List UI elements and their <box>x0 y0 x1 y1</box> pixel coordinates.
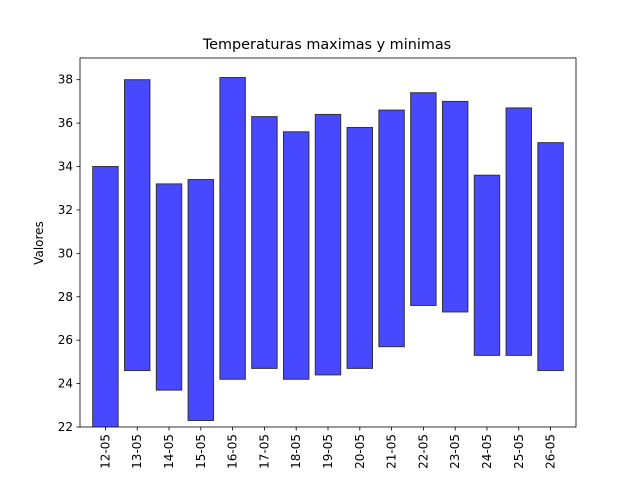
x-tick-label-16-05: 16-05 <box>226 434 240 469</box>
bar-17-05 <box>251 116 278 369</box>
y-tick-label-22: 22 <box>58 420 73 434</box>
x-tick-label-13-05: 13-05 <box>130 434 144 469</box>
bar-26-05 <box>537 142 564 372</box>
y-axis-label: Valores <box>32 221 46 265</box>
x-tick-label-26-05: 26-05 <box>544 434 558 469</box>
y-tick-label-26: 26 <box>58 333 73 347</box>
bar-25-05 <box>505 107 532 356</box>
x-tick-label-15-05: 15-05 <box>194 434 208 469</box>
x-tick-label-17-05: 17-05 <box>257 434 271 469</box>
y-tick-label-30: 30 <box>58 246 73 260</box>
bars-layer <box>92 77 564 427</box>
bar-18-05 <box>282 131 310 380</box>
bar-19-05 <box>314 113 342 376</box>
bar-20-05 <box>346 126 374 369</box>
bar-13-05 <box>124 79 151 372</box>
x-tick-label-18-05: 18-05 <box>289 434 303 469</box>
bar-15-05 <box>187 179 215 421</box>
chart-title: Temperaturas maximas y minimas <box>202 37 451 53</box>
bar-23-05 <box>441 100 469 313</box>
y-tick-label-24: 24 <box>58 377 73 391</box>
x-tick-label-24-05: 24-05 <box>480 434 494 469</box>
x-tick-label-12-05: 12-05 <box>98 434 112 469</box>
y-tick-label-36: 36 <box>58 116 73 130</box>
y-tick-label-32: 32 <box>58 203 73 217</box>
ticks-layer: 22 24 26 28 30 32 34 36 38 12-05 13-05 14-05 15-05 16… <box>58 73 558 469</box>
y-tick-label-28: 28 <box>58 290 73 304</box>
bar-24-05 <box>473 174 501 356</box>
x-tick-label-22-05: 22-05 <box>416 434 430 469</box>
y-tick-label-38: 38 <box>58 73 73 87</box>
x-tick-label-25-05: 25-05 <box>512 434 526 469</box>
bar-14-05 <box>155 183 183 391</box>
bar-21-05 <box>378 109 405 348</box>
bar-12-05 <box>92 166 119 427</box>
bar-16-05 <box>219 77 246 380</box>
x-tick-label-14-05: 14-05 <box>162 434 176 469</box>
x-tick-label-19-05: 19-05 <box>321 434 335 469</box>
bar-22-05 <box>410 92 437 306</box>
x-tick-label-20-05: 20-05 <box>353 434 367 469</box>
y-tick-label-34: 34 <box>58 160 73 174</box>
x-tick-label-21-05: 21-05 <box>385 434 399 469</box>
x-tick-label-23-05: 23-05 <box>448 434 462 469</box>
